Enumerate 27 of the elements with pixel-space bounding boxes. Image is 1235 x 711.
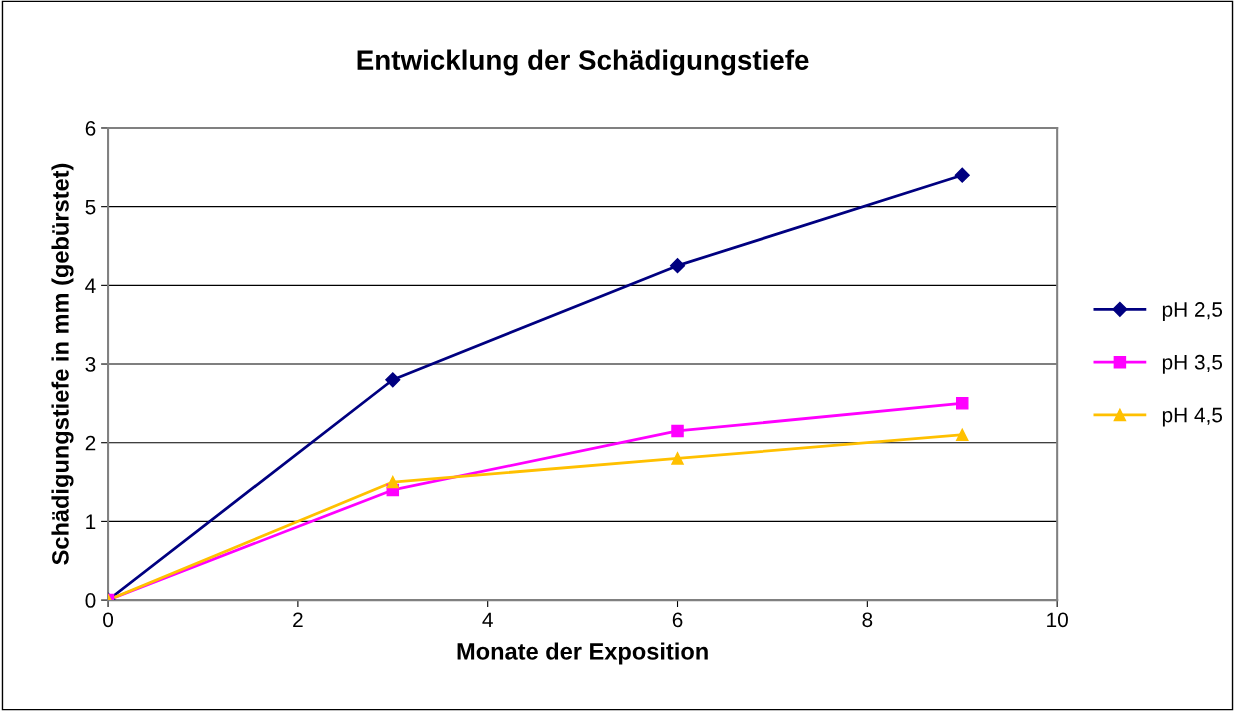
x-tick-label: 10 [1047, 612, 1068, 628]
point [955, 428, 969, 442]
y-tick-label: 3 [85, 357, 96, 372]
point [671, 452, 684, 465]
point [671, 424, 684, 438]
y-tick-label: 2 [85, 435, 96, 451]
y-tick-label: 0 [85, 593, 96, 608]
x-tick-label: 0 [103, 612, 114, 628]
y-axis-title: Schädigungstiefe in mm (gebürstet) [51, 163, 74, 565]
point [669, 258, 686, 274]
point [385, 372, 401, 388]
x-axis-title: Monate der Exposition [457, 642, 708, 665]
legend-label: pH 3,5 [1162, 354, 1223, 374]
point [386, 475, 400, 489]
y-tick-label: 6 [85, 120, 96, 136]
legend-label: pH 4,5 [1162, 407, 1223, 427]
y-tick-label: 1 [86, 514, 96, 529]
x-tick-label: 2 [293, 612, 303, 627]
x-tick-label: 8 [862, 612, 873, 628]
legend-label: pH 2,5 [1162, 302, 1223, 321]
x-tick-label: 4 [482, 612, 493, 627]
point [954, 167, 970, 183]
chart-title: Entwicklung der Schädigungstiefe [357, 49, 809, 76]
point [955, 397, 969, 410]
y-tick-label: 4 [85, 278, 96, 293]
y-tick-label: 5 [85, 199, 96, 215]
x-tick-label: 6 [672, 612, 683, 628]
